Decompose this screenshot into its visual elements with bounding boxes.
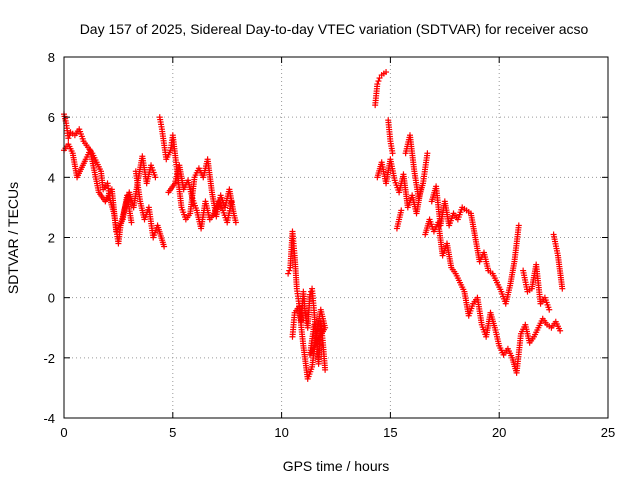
- data-point: [65, 135, 72, 142]
- y-tick-label: 4: [48, 170, 55, 185]
- data-point: [515, 222, 522, 229]
- y-tick-label: 2: [48, 231, 55, 246]
- x-tick-label: 10: [274, 425, 288, 440]
- data-point: [398, 207, 405, 214]
- data-point: [557, 327, 564, 334]
- x-axis-label: GPS time / hours: [283, 458, 390, 474]
- y-tick-label: -2: [43, 351, 55, 366]
- x-tick-label: 25: [601, 425, 615, 440]
- data-point: [559, 285, 566, 292]
- grid-lines: [64, 57, 608, 418]
- series-cluster-2: [285, 228, 329, 382]
- axis-ticks: 0 5 10 15 20 25 -4 -2 0 2 4 6 8: [43, 50, 615, 440]
- data-point: [152, 174, 159, 181]
- data-point: [389, 150, 396, 157]
- data-point: [228, 198, 235, 205]
- y-tick-label: 0: [48, 291, 55, 306]
- x-tick-label: 5: [169, 425, 176, 440]
- data-point: [306, 291, 313, 298]
- series-cluster-3-lower: [374, 156, 564, 376]
- x-tick-label: 15: [383, 425, 397, 440]
- data-point: [128, 219, 135, 226]
- y-tick-label: 6: [48, 110, 55, 125]
- data-point: [286, 267, 293, 274]
- data-point: [417, 186, 424, 193]
- y-axis-label: SDTVAR / TECUs: [5, 182, 21, 294]
- chart-title: Day 157 of 2025, Sidereal Day-to-day VTE…: [80, 21, 589, 37]
- data-point: [424, 150, 431, 157]
- data-point: [376, 75, 383, 82]
- data-point: [161, 243, 168, 250]
- data-point: [322, 366, 329, 373]
- y-tick-label: 8: [48, 50, 55, 65]
- data-point: [383, 69, 390, 76]
- data-point: [546, 306, 553, 313]
- series-cluster-3: [372, 69, 566, 313]
- x-tick-label: 0: [60, 425, 67, 440]
- data-point: [66, 132, 73, 139]
- y-tick-label: -4: [43, 411, 55, 426]
- data-point: [311, 321, 318, 328]
- data-points: [61, 69, 566, 382]
- data-point: [374, 81, 381, 88]
- series-cluster-1-lower: [61, 141, 235, 250]
- x-tick-label: 20: [492, 425, 506, 440]
- data-point: [232, 219, 239, 226]
- data-point: [375, 78, 382, 85]
- data-point: [285, 270, 292, 277]
